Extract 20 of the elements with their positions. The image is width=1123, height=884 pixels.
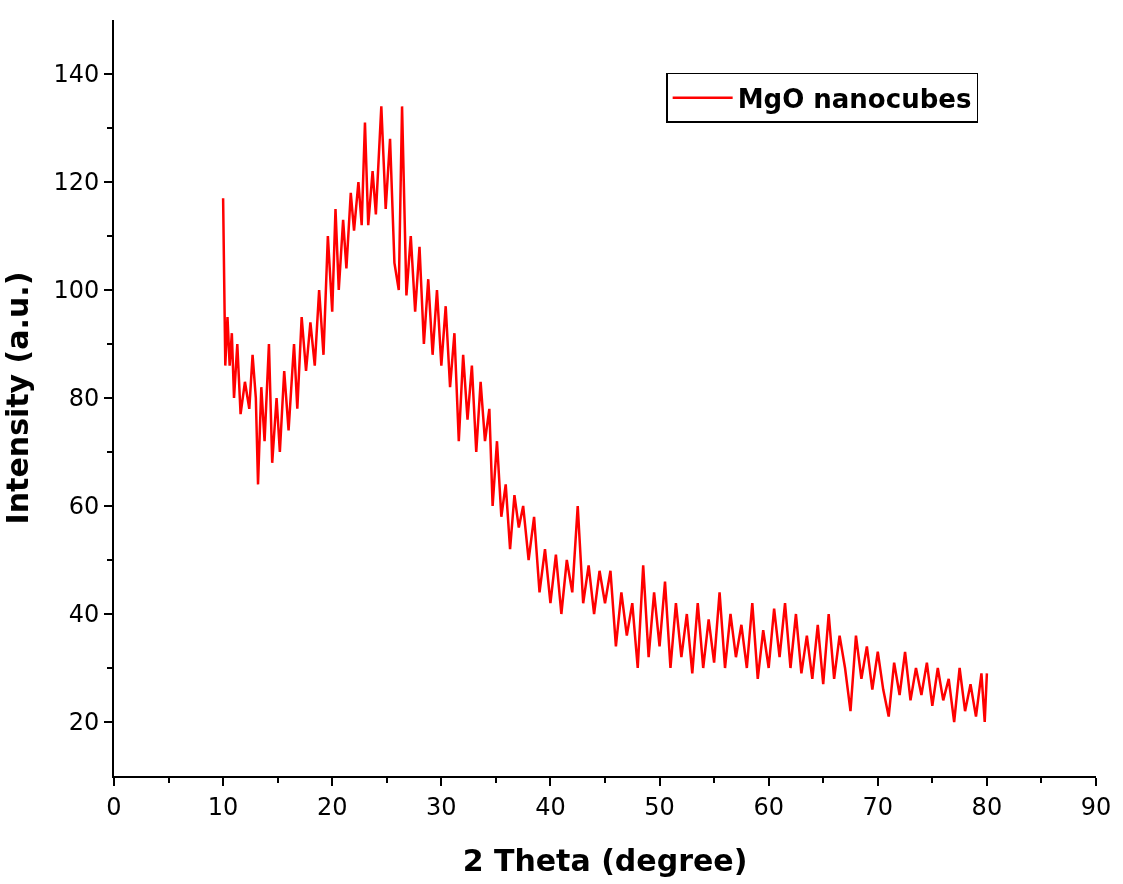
x-tick-label: 10 <box>207 792 239 821</box>
y-tick-label: 20 <box>68 708 100 737</box>
x-tick-label: 80 <box>971 792 1003 821</box>
y-tick-label: 120 <box>53 168 100 197</box>
x-tick-label: 60 <box>753 792 784 821</box>
x-tick-label: 20 <box>316 792 348 821</box>
x-tick-label: 90 <box>1080 792 1112 821</box>
x-tick-label: 40 <box>535 792 566 821</box>
x-tick-label: 30 <box>426 792 457 821</box>
legend-label: MgO nanocubes <box>737 83 972 114</box>
y-tick-label: 100 <box>53 276 100 305</box>
x-axis-title: 2 Theta (degree) <box>462 842 748 878</box>
y-tick-label: 40 <box>68 600 100 629</box>
y-tick-label: 140 <box>53 60 100 89</box>
y-axis-title: Intensity (a.u.) <box>0 271 35 525</box>
x-tick-label: 50 <box>644 792 675 821</box>
x-tick-label: 0 <box>106 792 122 821</box>
x-tick-label: 70 <box>862 792 894 821</box>
y-tick-label: 80 <box>68 384 100 413</box>
y-tick-label: 60 <box>68 492 100 521</box>
